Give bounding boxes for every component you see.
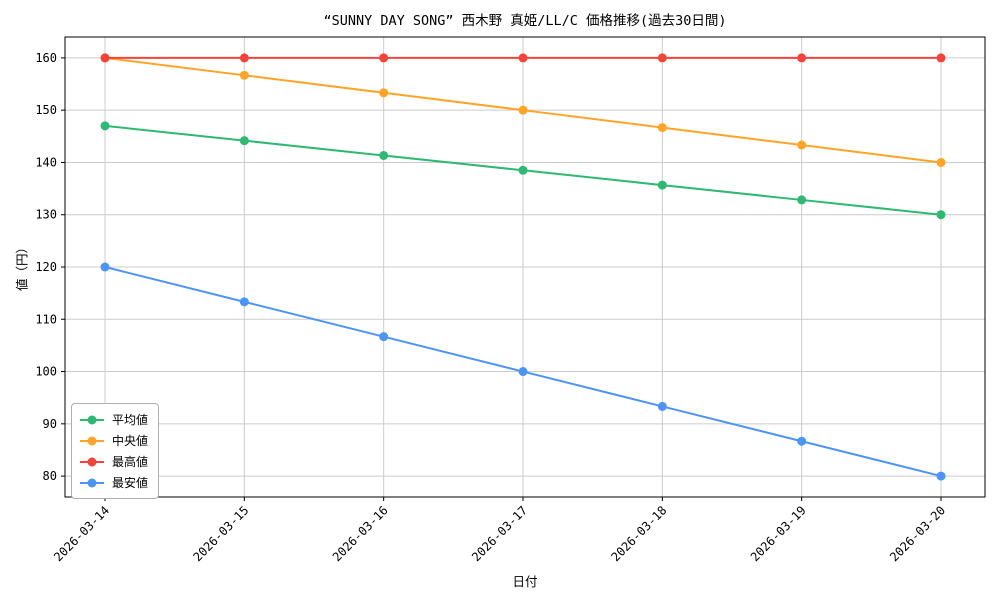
legend-swatch [80, 478, 104, 487]
legend-swatch [80, 457, 104, 466]
y-tick-label: 160 [35, 51, 57, 65]
y-tick-label: 140 [35, 155, 57, 169]
data-point [936, 471, 946, 481]
y-axis-label: 値（円） [14, 240, 30, 292]
data-point [797, 436, 807, 446]
data-point [936, 210, 946, 220]
x-axis-label: 日付 [512, 574, 538, 589]
data-point [657, 180, 667, 190]
data-point [797, 53, 807, 63]
x-tick-label: 2026-03-15 [190, 503, 251, 564]
data-point [936, 53, 946, 63]
data-point [379, 88, 389, 98]
data-point [797, 195, 807, 205]
y-tick-label: 150 [35, 103, 57, 117]
data-point [100, 262, 110, 272]
data-point [657, 401, 667, 411]
data-point [518, 105, 528, 115]
y-tick-label: 90 [43, 417, 57, 431]
data-point [657, 123, 667, 133]
data-point [518, 367, 528, 377]
data-point [936, 157, 946, 167]
y-tick-label: 130 [35, 208, 57, 222]
x-tick-label: 2026-03-19 [748, 503, 809, 564]
data-point [657, 53, 667, 63]
legend-label: 平均値 [112, 413, 149, 427]
data-point [518, 165, 528, 175]
x-tick-label: 2026-03-20 [887, 503, 948, 564]
y-tick-label: 110 [35, 312, 57, 326]
x-tick-label: 2026-03-18 [608, 503, 669, 564]
legend-item: 中央値 [79, 430, 148, 451]
data-point [518, 53, 528, 63]
data-point [239, 136, 249, 146]
data-point [379, 332, 389, 342]
legend-item: 平均値 [79, 409, 148, 430]
legend-label: 最高値 [112, 455, 149, 469]
legend-swatch [80, 415, 104, 424]
y-tick-label: 120 [35, 260, 57, 274]
data-point [100, 121, 110, 131]
data-point [797, 140, 807, 150]
data-point [100, 53, 110, 63]
legend: 平均値中央値最高値最安値 [71, 403, 160, 499]
x-tick-label: 2026-03-17 [469, 503, 530, 564]
legend-item: 最高値 [79, 451, 148, 472]
legend-label: 最安値 [112, 476, 149, 490]
chart-title: “SUNNY DAY SONG” 西木野 真姫/LL/C 価格推移(過去30日間… [323, 13, 727, 29]
data-point [239, 297, 249, 307]
y-tick-label: 100 [35, 365, 57, 379]
data-point [239, 53, 249, 63]
x-tick-label: 2026-03-14 [51, 503, 112, 564]
y-tick-label: 80 [43, 469, 57, 483]
legend-label: 中央値 [112, 434, 149, 448]
data-point [379, 53, 389, 63]
data-point [239, 70, 249, 80]
data-point [379, 151, 389, 161]
x-tick-label: 2026-03-16 [330, 503, 391, 564]
legend-item: 最安値 [79, 472, 148, 493]
legend-swatch [80, 436, 104, 445]
